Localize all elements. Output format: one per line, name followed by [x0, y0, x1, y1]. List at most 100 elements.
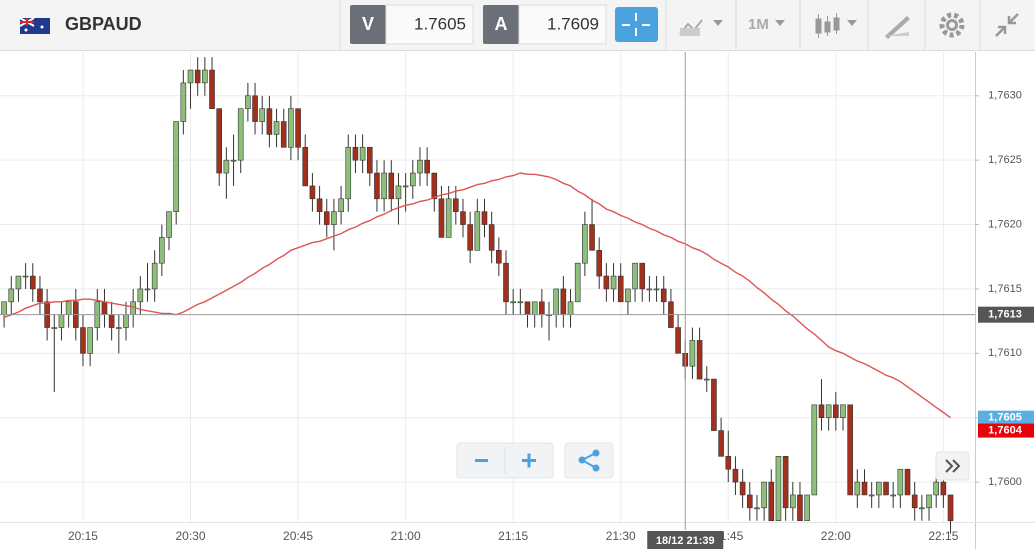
sell-button[interactable]: [350, 5, 386, 44]
candle-body: [503, 262, 509, 303]
candle-body: [775, 456, 782, 522]
candle-body: [37, 288, 43, 303]
draw-button[interactable]: [885, 16, 910, 39]
candle-body: [166, 211, 172, 238]
candle-body: [445, 198, 452, 238]
candle-body: [646, 288, 653, 291]
candle-body: [761, 481, 767, 509]
buy-label[interactable]: A: [495, 14, 508, 34]
candle-body: [15, 275, 22, 290]
candle-body: [309, 185, 316, 200]
collapse-button[interactable]: [995, 13, 1019, 37]
x-tick-label: 21:30: [606, 529, 636, 543]
candle-body: [911, 494, 918, 509]
candle-body: [29, 275, 36, 290]
candle-body: [854, 481, 861, 496]
candle-body: [789, 494, 796, 509]
chart-type-button[interactable]: [679, 19, 723, 36]
crosshair-x-label: 18/12 21:39: [656, 535, 715, 547]
candle-body: [739, 481, 746, 496]
buy-price-box[interactable]: [518, 4, 607, 45]
candle-body: [725, 456, 732, 470]
candle-body: [481, 211, 488, 225]
candle-body: [531, 301, 538, 315]
scroll-end-icon[interactable]: [945, 459, 961, 473]
candle-body: [818, 404, 825, 418]
candle-body: [194, 69, 201, 84]
candle-body: [80, 327, 86, 354]
candle-body: [804, 494, 810, 522]
candle-body: [746, 494, 753, 509]
candle-body: [940, 481, 947, 496]
candle-body: [467, 224, 473, 251]
candle-body: [696, 340, 703, 380]
crosshair-y-label: 1,7613: [988, 309, 1022, 321]
zoom-in[interactable]: [522, 453, 536, 468]
y-tick-label: 1,7615: [988, 283, 1022, 295]
candle-body: [223, 159, 230, 174]
candle-body: [87, 327, 93, 354]
candle-body: [230, 159, 237, 162]
buy-price[interactable]: 1.7609: [547, 14, 599, 33]
candle-body: [574, 262, 581, 303]
timeframe[interactable]: 1M: [748, 16, 769, 33]
candle-body: [8, 288, 15, 303]
candle-body: [345, 146, 352, 200]
candle-body: [567, 301, 574, 315]
candle-body: [151, 262, 158, 290]
settings-button[interactable]: [939, 12, 965, 38]
candle-body: [524, 301, 531, 315]
candle-body: [431, 172, 438, 200]
candle-body: [108, 314, 115, 328]
candle-body: [632, 262, 638, 290]
candle-body: [338, 198, 344, 212]
buy-button[interactable]: [483, 5, 519, 44]
candle-body: [711, 378, 717, 431]
candle-body: [159, 237, 165, 264]
candle-body: [237, 108, 244, 161]
candle-body: [323, 211, 330, 225]
sell-price[interactable]: 1.7605: [414, 14, 466, 33]
candle-body: [202, 69, 208, 84]
share-box[interactable]: [564, 442, 614, 479]
candle-body: [252, 95, 258, 122]
candles-button[interactable]: [815, 13, 857, 38]
candle-body: [259, 108, 266, 122]
candle-body: [539, 301, 545, 315]
candle-body: [689, 340, 696, 367]
candle-body: [51, 327, 58, 329]
candle-body: [22, 275, 29, 278]
candle-body: [811, 404, 818, 496]
x-tick-label: 20:15: [68, 529, 98, 543]
crosshair-button[interactable]: [615, 7, 658, 42]
share-icon[interactable]: [578, 449, 600, 472]
candle-body: [273, 121, 280, 135]
candle-body: [116, 327, 122, 329]
price-tag-label: 1,7605: [988, 412, 1022, 424]
sell-price-box[interactable]: [385, 4, 474, 45]
candle-body: [359, 146, 366, 161]
candle-body: [331, 211, 337, 225]
symbol: GBPAUD: [65, 14, 142, 34]
candle-body: [474, 211, 481, 251]
timeframe-caret[interactable]: [775, 20, 785, 26]
candle-body: [101, 301, 108, 315]
x-tick-label: 22:00: [821, 529, 851, 543]
candle-body: [374, 172, 380, 200]
candle-body: [216, 108, 222, 174]
candle-body: [510, 301, 516, 304]
candle-body: [625, 288, 631, 303]
candle-body: [782, 456, 789, 509]
y-tick-label: 1,7600: [988, 476, 1022, 488]
y-tick-label: 1,7625: [988, 154, 1022, 166]
candle-body: [266, 108, 273, 135]
candle-body: [617, 275, 624, 303]
candle-body: [904, 468, 911, 496]
candle-body: [402, 185, 409, 188]
candle-body: [295, 108, 301, 148]
sell-label[interactable]: V: [362, 14, 374, 34]
moving-average-line: [3, 172, 951, 419]
zoom-controls: [456, 442, 970, 481]
